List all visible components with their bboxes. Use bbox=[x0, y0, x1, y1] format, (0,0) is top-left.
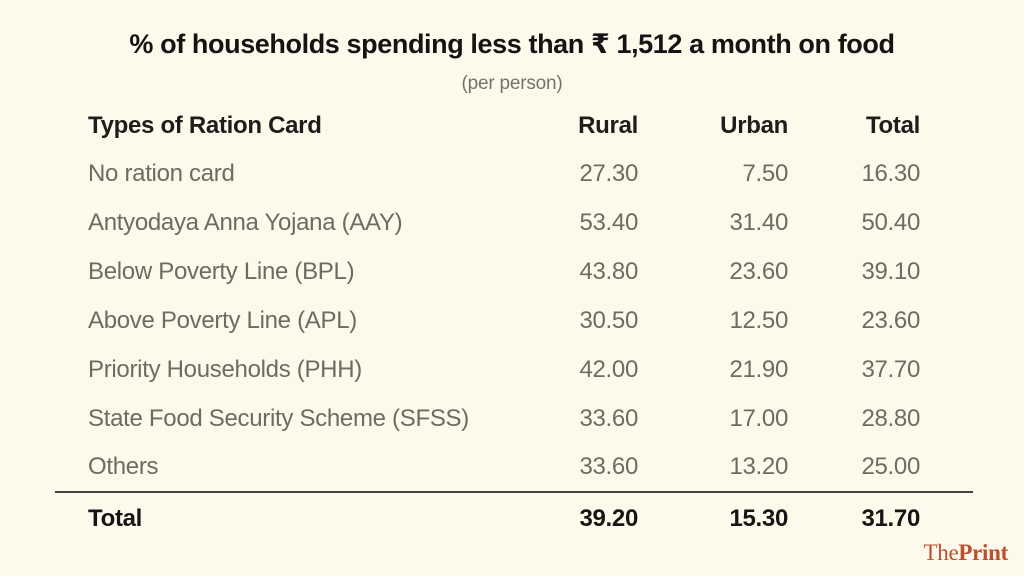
cell-total: 37.70 bbox=[861, 355, 920, 383]
column-header-label: Types of Ration Card bbox=[88, 112, 322, 139]
total-row-label: Total bbox=[55, 491, 485, 544]
page-title: % of households spending less than ₹ 1,5… bbox=[129, 29, 895, 59]
cell-urban: 23.60 bbox=[729, 257, 788, 285]
cell-urban: 31.40 bbox=[729, 208, 788, 236]
column-header-rural: Rural bbox=[578, 112, 638, 139]
cell-urban: 17.00 bbox=[729, 404, 788, 432]
theprint-logo: ThePrint bbox=[923, 540, 1009, 566]
cell-urban: 21.90 bbox=[729, 355, 788, 383]
table-row: State Food Security Scheme (SFSS) 33.60 … bbox=[55, 394, 973, 443]
theprint-logo-print: Print bbox=[958, 540, 1008, 565]
cell-rural: 43.80 bbox=[579, 257, 638, 285]
cell-total: 25.00 bbox=[861, 453, 920, 480]
row-label: State Food Security Scheme (SFSS) bbox=[88, 404, 469, 432]
cell-total: 39.10 bbox=[861, 257, 920, 285]
ration-card-table: Types of Ration Card Rural Urban Total N… bbox=[55, 103, 973, 544]
table-row: Antyodaya Anna Yojana (AAY) 53.40 31.40 … bbox=[55, 198, 973, 247]
total-cell-urban: 15.30 bbox=[638, 491, 788, 544]
cell-rural: 33.60 bbox=[579, 404, 638, 432]
cell-total: 50.40 bbox=[861, 208, 920, 236]
total-cell-total: 31.70 bbox=[788, 491, 973, 544]
cell-total: 23.60 bbox=[861, 306, 920, 334]
table-row: No ration card 27.30 7.50 16.30 bbox=[55, 149, 973, 198]
page-subtitle: (per person) bbox=[461, 73, 563, 94]
row-label: No ration card bbox=[88, 159, 235, 187]
cell-rural: 42.00 bbox=[579, 355, 638, 383]
cell-total: 16.30 bbox=[861, 159, 920, 187]
row-label: Others bbox=[88, 453, 159, 480]
cell-urban: 12.50 bbox=[729, 306, 788, 334]
table-row: Priority Households (PHH) 42.00 21.90 37… bbox=[55, 345, 973, 394]
table-row: Above Poverty Line (APL) 30.50 12.50 23.… bbox=[55, 296, 973, 345]
row-label: Priority Households (PHH) bbox=[88, 355, 362, 383]
cell-urban: 13.20 bbox=[729, 453, 788, 480]
table-row: Below Poverty Line (BPL) 43.80 23.60 39.… bbox=[55, 247, 973, 296]
cell-urban: 7.50 bbox=[742, 159, 788, 187]
cell-total: 28.80 bbox=[861, 404, 920, 432]
table-row: Others 33.60 13.20 25.00 bbox=[55, 443, 973, 492]
row-label: Above Poverty Line (APL) bbox=[88, 306, 357, 334]
total-cell-rural: 39.20 bbox=[485, 491, 638, 544]
theprint-logo-the: The bbox=[923, 540, 959, 565]
row-label: Antyodaya Anna Yojana (AAY) bbox=[88, 208, 403, 236]
table-header-row: Types of Ration Card Rural Urban Total bbox=[55, 103, 973, 149]
cell-rural: 33.60 bbox=[579, 453, 638, 480]
row-label: Below Poverty Line (BPL) bbox=[88, 257, 355, 285]
column-header-urban: Urban bbox=[720, 112, 788, 139]
table-total-row: Total 39.20 15.30 31.70 bbox=[55, 491, 973, 544]
cell-rural: 27.30 bbox=[579, 159, 638, 187]
cell-rural: 30.50 bbox=[579, 306, 638, 334]
cell-rural: 53.40 bbox=[579, 208, 638, 236]
column-header-total: Total bbox=[865, 112, 920, 139]
